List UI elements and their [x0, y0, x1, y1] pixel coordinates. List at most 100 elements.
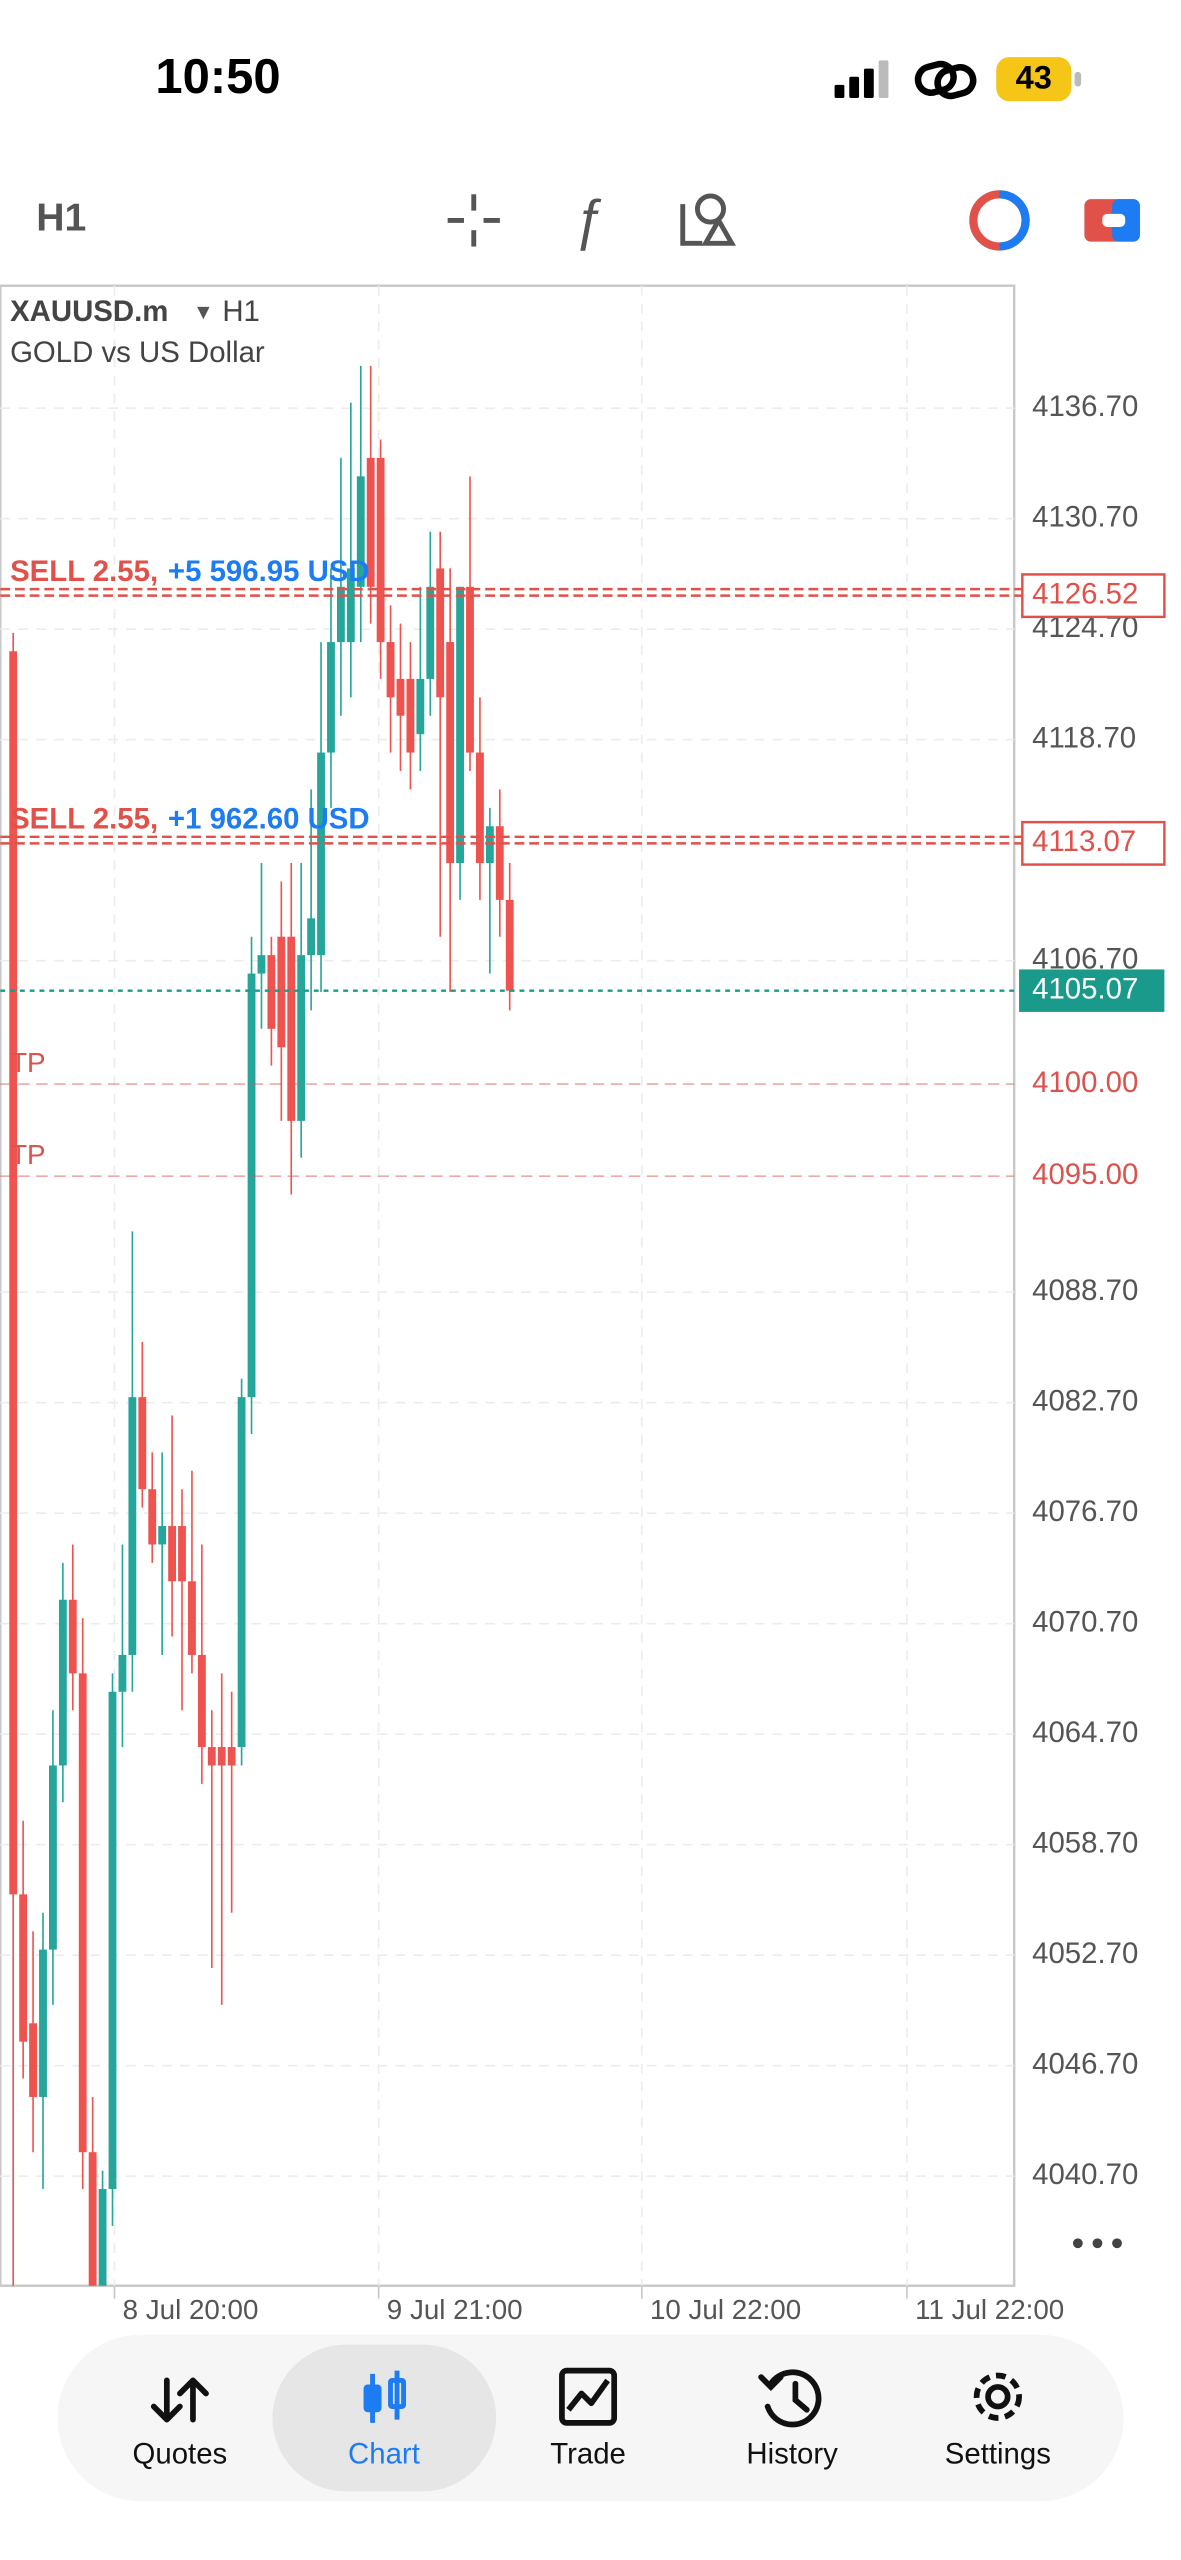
chart-timeframe: H1: [222, 295, 260, 328]
chart-icon[interactable]: [363, 2370, 407, 2423]
candle-body: [247, 973, 256, 1398]
y-tick-label: 4118.70: [1032, 721, 1136, 754]
y-tick-label: 4058.70: [1032, 1826, 1138, 1859]
y-tick-label: 4040.70: [1032, 2158, 1138, 2191]
candle-body: [98, 2189, 107, 2286]
candle-body: [485, 826, 494, 864]
y-tick-label: 4088.70: [1032, 1274, 1138, 1307]
crosshair-button[interactable]: [447, 194, 500, 247]
y-tick-label: 4064.70: [1032, 1716, 1138, 1749]
more-button[interactable]: [1072, 2238, 1122, 2249]
candle-body: [29, 2023, 37, 2097]
symbol[interactable]: XAUUSD.m: [10, 295, 168, 328]
tp-label: TP: [10, 1139, 45, 1170]
order-label: SELL 2.55, +5 596.95 USD: [10, 555, 370, 588]
price-box: [1019, 969, 1165, 1012]
candle-body: [297, 955, 306, 1121]
symbol-description: GOLD vs US Dollar: [10, 336, 265, 369]
candle-body: [148, 1489, 157, 1545]
order-profit: +5 596.95 USD: [168, 555, 370, 588]
y-tick-label: 4070.70: [1032, 1605, 1138, 1638]
objects-button[interactable]: [680, 193, 736, 246]
candle-body: [466, 586, 474, 753]
candle-body: [158, 1526, 167, 1545]
settings-icon[interactable]: [973, 2372, 1022, 2421]
candle-body: [237, 1397, 246, 1748]
candle-body: [456, 586, 464, 864]
order-label: SELL 2.55, +1 962.60 USD: [10, 802, 370, 835]
candle-body: [118, 1654, 127, 1692]
candle-body: [178, 1526, 186, 1582]
candle-body: [416, 678, 425, 735]
quotes-icon[interactable]: [150, 2377, 209, 2423]
order-side: SELL 2.55,: [10, 802, 158, 835]
y-tick-label: 4082.70: [1032, 1384, 1138, 1417]
tp-price-label: 4095.00: [1032, 1158, 1138, 1191]
signal: [834, 60, 889, 98]
candle-body: [227, 1747, 236, 1766]
candle-body: [505, 899, 514, 991]
candle-body: [217, 1747, 226, 1766]
chart-frame: [0, 284, 1016, 2287]
one-click-button[interactable]: [969, 190, 1030, 251]
candle-body: [138, 1397, 147, 1490]
tab-bar: [57, 2334, 1124, 2502]
tab-label[interactable]: History: [746, 2437, 838, 2470]
tp-label: TP: [10, 1047, 45, 1078]
tab-label[interactable]: Chart: [348, 2437, 420, 2470]
candle-body: [327, 642, 335, 753]
y-tick-label: 4052.70: [1032, 1937, 1138, 1970]
candle-body: [39, 1949, 47, 2097]
trade-icon[interactable]: [559, 2367, 618, 2426]
tp-price-bg: [1019, 1062, 1170, 1106]
candle-body: [207, 1747, 216, 1766]
candle-body: [396, 678, 405, 716]
battery: [996, 57, 1072, 102]
candle-body: [197, 1654, 206, 1748]
plot: [9, 365, 514, 2286]
candle-body: [277, 936, 286, 1048]
history-icon[interactable]: [758, 2369, 822, 2428]
x-tick-label: 9 Jul 21:00: [387, 2294, 523, 2325]
indicators-button[interactable]: ƒ: [573, 188, 604, 251]
candle-body: [376, 457, 385, 643]
candle-body: [128, 1397, 137, 1655]
order-price-box: [1021, 820, 1166, 866]
candle-body: [257, 955, 266, 974]
x-tick-label: 10 Jul 22:00: [650, 2294, 801, 2325]
candle-body: [476, 752, 484, 864]
account-button[interactable]: [1084, 199, 1140, 242]
candle-body: [317, 752, 325, 956]
order-price-label: 4113.07: [1032, 825, 1136, 858]
tp-price-label: 4100.00: [1032, 1066, 1138, 1099]
candle-body: [336, 586, 345, 643]
candle-body: [495, 826, 504, 900]
candle-body: [267, 955, 276, 1029]
battery-level: 43: [1016, 59, 1052, 96]
candle-body: [9, 651, 18, 1895]
candle-body: [446, 642, 455, 864]
tp-price-bg: [1019, 1154, 1170, 1198]
candle-body: [307, 918, 316, 956]
candle-body: [366, 457, 375, 587]
active-tab-pill: [272, 2344, 497, 2492]
dropdown-arrow[interactable]: ▼: [193, 301, 214, 324]
candle-body: [19, 1894, 28, 2042]
y-tick-label: 4046.70: [1032, 2047, 1138, 2080]
price-label: 4105.07: [1032, 972, 1138, 1005]
candle-body: [356, 476, 365, 587]
order-profit: +1 962.60 USD: [168, 802, 370, 835]
candle-body: [386, 642, 395, 698]
tab-label[interactable]: Trade: [550, 2437, 626, 2470]
overlays: TP TP SELL 2.55, +5 596.95 USD SELL 2.55, +1 …: [0, 555, 1023, 1177]
candle-body: [287, 936, 296, 1121]
tab-label[interactable]: Settings: [945, 2437, 1051, 2470]
timeframe-button[interactable]: H1: [36, 197, 86, 240]
candle-body: [49, 1765, 57, 1950]
tab-label[interactable]: Quotes: [133, 2437, 228, 2470]
candle-body: [426, 586, 435, 679]
candle-body: [168, 1526, 177, 1582]
link-icon: [914, 60, 977, 100]
